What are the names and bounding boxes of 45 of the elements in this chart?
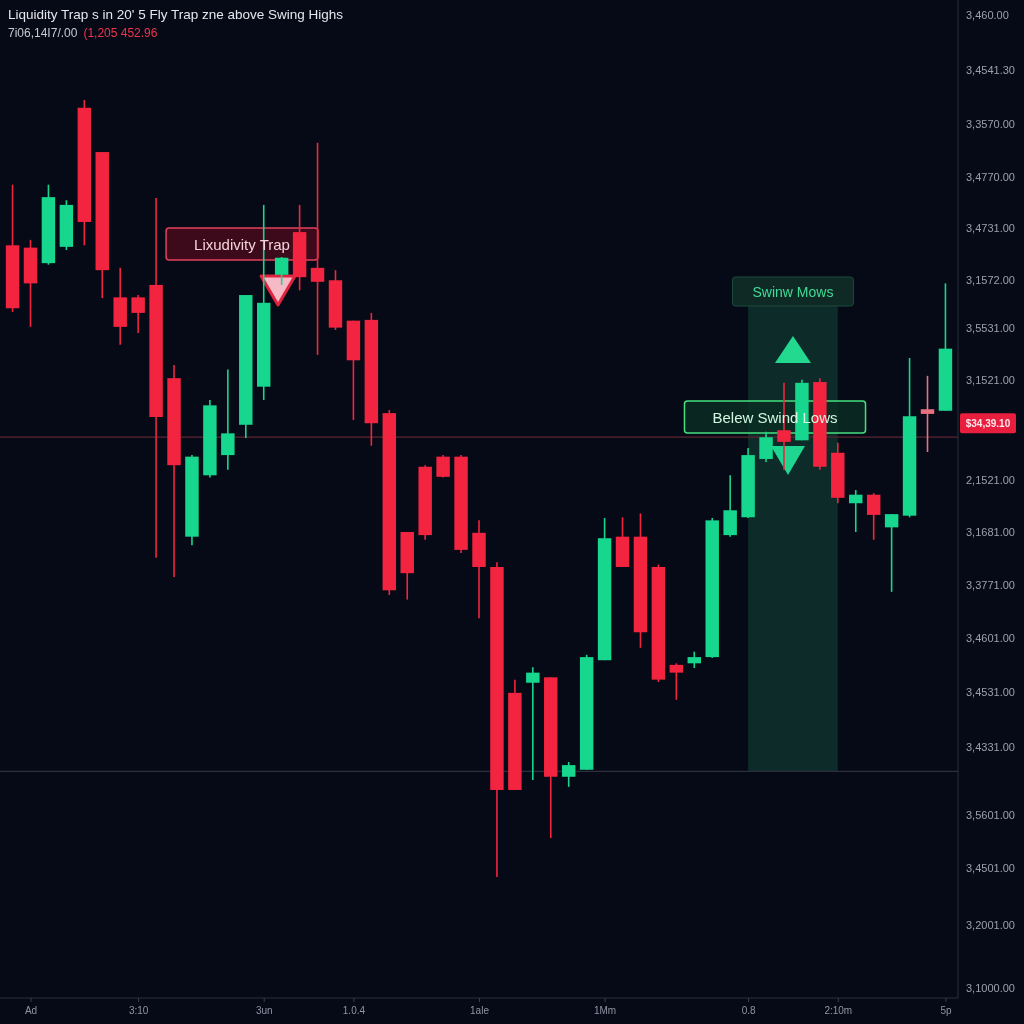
text: 3,5601.00 xyxy=(966,809,1015,821)
x-tick-label: 3un xyxy=(255,1005,273,1016)
x-tick-label: 0.8 xyxy=(741,1005,756,1016)
x-tick-label: Ad xyxy=(24,1005,38,1016)
candlestick xyxy=(561,761,576,788)
x-tick-label: 1ale xyxy=(470,1005,490,1016)
x-tick-label: 5p xyxy=(940,1005,952,1016)
text: 3,1572.00 xyxy=(966,274,1015,286)
candlestick xyxy=(221,368,235,471)
text: 3,460.00 xyxy=(966,9,1009,21)
ref-line-label: $34,39.10 xyxy=(965,417,1011,429)
chart-subtitle: 7i06,14I7/.00 xyxy=(8,26,78,40)
text: 3,4601.00 xyxy=(966,632,1015,644)
x-tick-label: 3:10 xyxy=(128,1005,149,1016)
chart-title: Liquidity Trap s in 20' 5 Fly Trap zne above Swing Highs xyxy=(8,7,344,22)
band-label: Swinw Mows xyxy=(752,284,834,300)
candlestick xyxy=(310,141,325,356)
text: 3,5531.00 xyxy=(966,322,1015,334)
text: 3,1681.00 xyxy=(966,526,1015,538)
text: 3,4731.00 xyxy=(966,222,1015,234)
text: 3,1000.00 xyxy=(966,982,1015,994)
candlestick xyxy=(131,294,145,334)
candlestick xyxy=(526,666,540,781)
text: 3,4770.00 xyxy=(966,171,1015,183)
text: 3,1521.00 xyxy=(966,374,1015,386)
candlestick xyxy=(849,489,863,533)
x-tick-label: 1.0.4 xyxy=(342,1005,366,1016)
candlestick xyxy=(669,662,684,701)
candlestick xyxy=(884,513,899,593)
text: 3,4331.00 xyxy=(966,741,1015,753)
x-tick-label: 2:10m xyxy=(824,1005,853,1016)
candlestick xyxy=(759,430,773,463)
text: (1,205 452.96 xyxy=(83,26,158,40)
text: 2,1521.00 xyxy=(966,474,1015,486)
x-tick-label: 1Mm xyxy=(593,1005,617,1016)
candlestick xyxy=(274,256,289,286)
text: 3,4501.00 xyxy=(966,862,1015,874)
text: 3,4531.00 xyxy=(966,686,1015,698)
text: 3,3570.00 xyxy=(966,118,1015,130)
text: 3,3771.00 xyxy=(966,579,1015,591)
candlestick xyxy=(866,492,881,541)
candlestick xyxy=(920,375,935,453)
text: 3,4541.30 xyxy=(966,64,1015,76)
text: 3,2001.00 xyxy=(966,919,1015,931)
candlestick xyxy=(436,454,450,479)
